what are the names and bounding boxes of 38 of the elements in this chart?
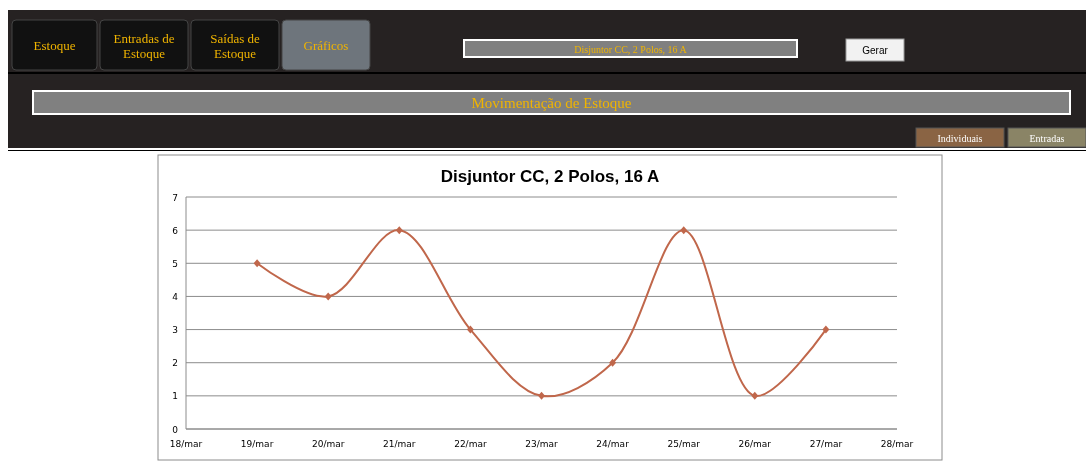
text: Entradas [1029,132,1065,144]
x-tick-label: 20/mar [311,439,345,449]
text: Entradas de Estoque [113,30,175,61]
x-tick-label: 28/mar [880,439,914,449]
y-tick-label: 3 [172,325,178,336]
point [680,226,688,235]
y-tick-label: 0 [172,424,179,435]
text: Estoque [33,38,76,53]
point [395,226,403,235]
point [751,391,759,400]
x-tick-label: 23/mar [525,439,559,449]
point [822,325,830,334]
y-tick-label: 1 [172,391,178,402]
y-tick-label: 4 [172,291,179,302]
x-tick-label: 21/mar [383,439,416,449]
y-tick-label: 6 [172,225,179,236]
x-tick-label: 27/mar [809,439,843,449]
point [538,391,545,400]
text: Movimentação de Estoque [471,94,632,111]
x-tick-label: 22/mar [454,439,487,449]
text: Gráficos [303,38,349,53]
point [466,325,474,334]
x-tick-label: 19/mar [240,439,274,449]
point [253,259,261,268]
point [609,358,617,367]
text: Gerar [862,45,889,56]
x-tick-label: 24/mar [596,439,630,449]
point [324,292,332,301]
y-tick-label: 2 [172,358,178,369]
text: Individuais [937,132,983,144]
x-tick-label: 18/mar [169,439,203,449]
chart-title: Disjuntor CC, 2 Polos, 16 A [440,167,660,186]
y-tick-label: 5 [172,258,178,269]
x-tick-label: 25/mar [667,439,701,449]
text: Disjuntor CC, 2 Polos, 16 A [574,43,688,55]
x-tick-label: 26/mar [738,439,772,449]
text: Saídas de Estoque [210,30,260,61]
y-tick-label: 7 [172,192,178,203]
